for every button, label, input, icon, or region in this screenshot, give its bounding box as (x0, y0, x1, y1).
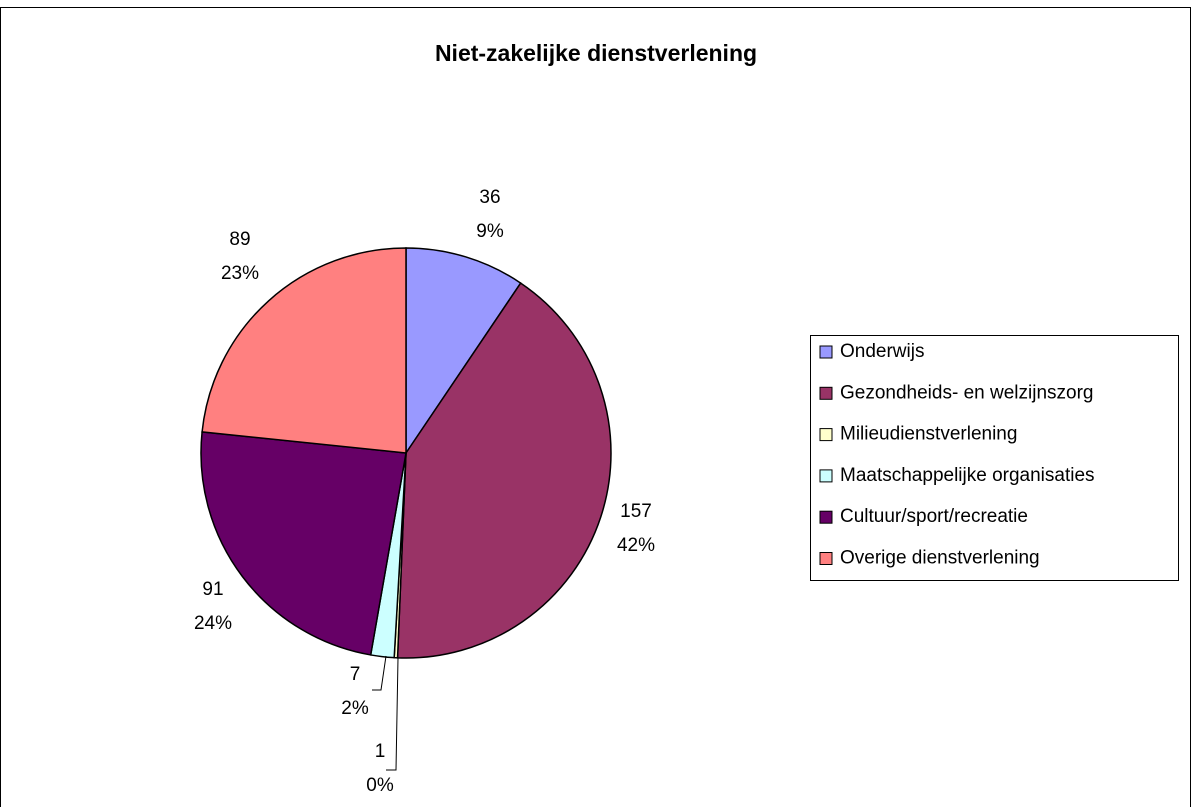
percent-label: 23% (221, 263, 259, 284)
value-label: 36 (479, 187, 500, 208)
chart-title: Niet-zakelijke dienstverlening (435, 40, 757, 66)
legend-swatch (819, 345, 833, 359)
percent-label: 42% (617, 535, 655, 556)
value-label: 89 (229, 229, 250, 250)
legend-label: Onderwijs (840, 341, 924, 362)
legend-swatch (819, 552, 833, 565)
percent-label: 2% (341, 698, 369, 719)
legend-label: Overige dienstverlening (840, 548, 1040, 569)
leader-line (386, 657, 399, 771)
legend-label: Cultuur/sport/recreatie (840, 506, 1028, 527)
legend-swatch (819, 386, 833, 400)
value-label: 157 (620, 501, 652, 522)
legend-swatch (819, 428, 833, 442)
value-label: 1 (375, 741, 386, 762)
percent-label: 24% (194, 613, 232, 634)
leader-line (372, 655, 387, 691)
pie-slice (200, 431, 407, 656)
legend-label: Gezondheids- en welzijnszorg (840, 382, 1093, 403)
percent-label: 9% (476, 221, 504, 242)
pie-slice (405, 247, 522, 456)
pie-slice (396, 282, 612, 659)
percent-label: 0% (366, 775, 394, 796)
legend-label: Milieudienstverlening (840, 424, 1017, 445)
legend-label: Maatschappelijke organisaties (840, 465, 1095, 486)
value-label: 7 (350, 664, 361, 685)
legend-swatch (819, 510, 833, 524)
legend-swatch (819, 469, 833, 483)
legend-box (810, 335, 1179, 581)
value-label: 91 (202, 579, 223, 600)
pie-slice (201, 247, 407, 454)
